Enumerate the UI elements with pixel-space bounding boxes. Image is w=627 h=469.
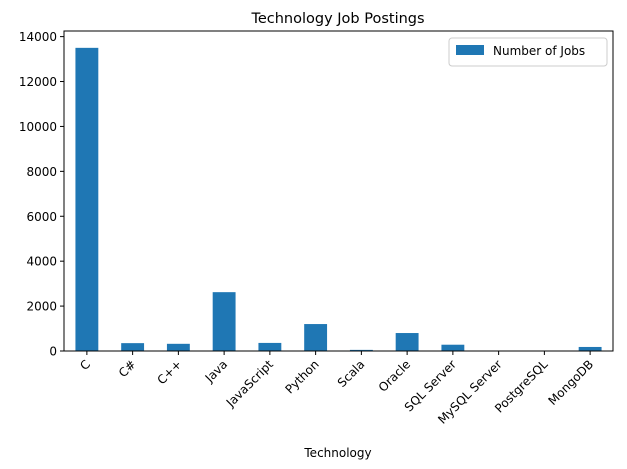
bar — [75, 47, 99, 352]
x-tick-label: Java — [202, 357, 231, 386]
bar — [258, 342, 282, 351]
legend-label: Number of Jobs — [493, 44, 585, 58]
x-axis-label: Technology — [303, 446, 371, 460]
x-tick-label: Oracle — [376, 357, 414, 395]
bar — [349, 349, 373, 351]
bar — [212, 292, 236, 351]
y-tick-label: 2000 — [26, 300, 57, 314]
x-tick-label: Python — [282, 357, 321, 396]
bar — [304, 324, 328, 351]
x-tick-label: C++ — [154, 357, 184, 387]
y-tick-label: 0 — [49, 345, 57, 359]
x-tick-label: JavaScript — [223, 357, 276, 410]
x-tick-label: C# — [116, 357, 139, 380]
y-tick-label: 10000 — [19, 120, 57, 134]
x-tick-label: MongoDB — [546, 357, 597, 408]
y-tick-label: 12000 — [19, 75, 57, 89]
bar — [166, 343, 190, 351]
bars — [75, 47, 602, 352]
chart-title: Technology Job Postings — [250, 11, 424, 27]
bar — [441, 344, 465, 351]
y-tick-label: 6000 — [26, 210, 57, 224]
y-tick-label: 8000 — [26, 165, 57, 179]
bar — [578, 346, 602, 351]
legend-box — [448, 37, 608, 67]
y-axis: 0 2000 4000 6000 8000 10000 12000 14000 — [19, 30, 64, 359]
x-tick-label: Scala — [335, 357, 368, 390]
y-tick-label: 14000 — [19, 30, 57, 44]
y-tick-label: 4000 — [26, 255, 57, 269]
x-tick-label: C — [77, 357, 93, 373]
legend: Number of Jobs — [448, 37, 608, 67]
bar — [121, 343, 145, 351]
bar — [395, 333, 419, 351]
legend-swatch — [456, 45, 484, 55]
plot-frame — [63, 30, 614, 352]
